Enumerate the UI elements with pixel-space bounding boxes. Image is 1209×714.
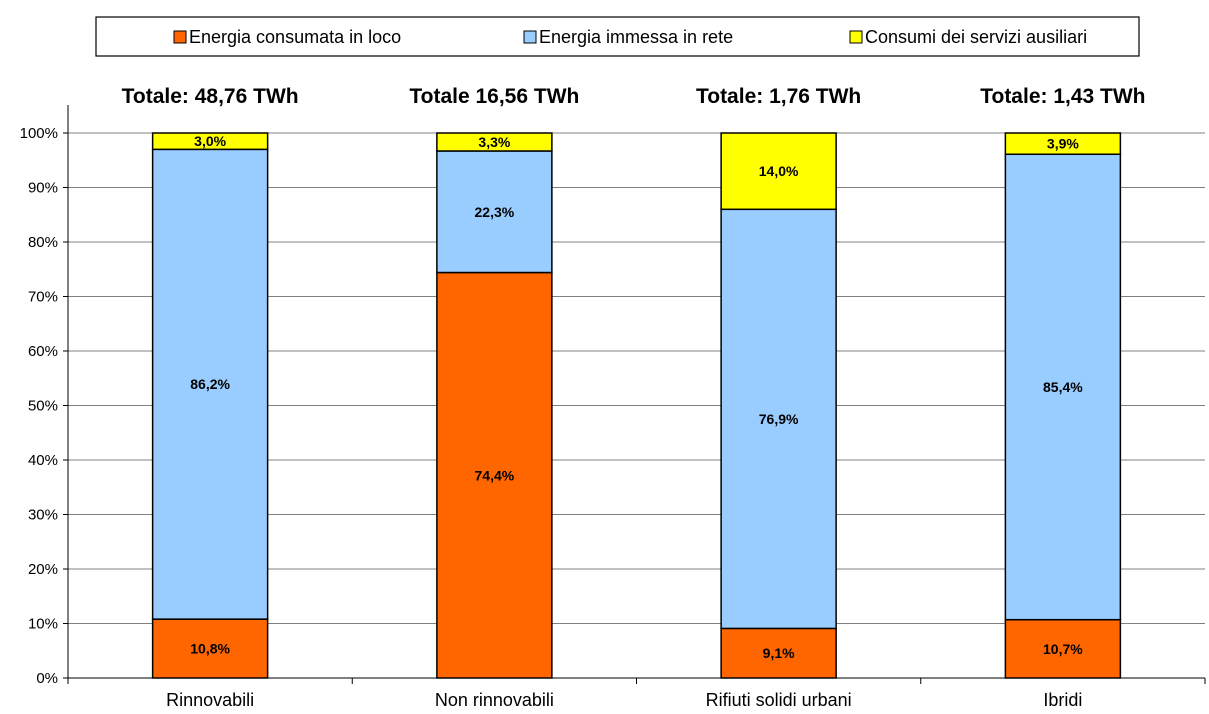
data-label: 14,0% [759, 163, 799, 179]
data-label: 10,8% [190, 641, 230, 657]
data-label: 74,4% [475, 467, 515, 483]
bar-segment [1004, 132, 1122, 156]
data-label: 76,9% [759, 411, 799, 427]
y-tick-label: 100% [20, 125, 58, 142]
y-tick-label: 30% [28, 507, 58, 524]
legend-swatch [849, 30, 863, 44]
category-total: Totale 16,56 TWh [409, 85, 579, 108]
x-category-label: Rifiuti solidi urbani [706, 690, 852, 710]
data-label: 22,3% [475, 204, 515, 220]
bar-segment [151, 132, 269, 151]
legend-box [95, 16, 1140, 57]
data-label: 3,9% [1047, 136, 1079, 152]
x-category-label: Ibridi [1043, 690, 1082, 710]
bar-segment [151, 618, 269, 679]
bar-segment [1004, 618, 1122, 679]
bar-segment [436, 271, 553, 679]
bar-segment [436, 132, 553, 152]
y-tick-label: 0% [36, 670, 58, 687]
bar-segment [720, 132, 837, 211]
legend-swatch [523, 30, 537, 44]
legend-swatch [173, 30, 187, 44]
y-tick-label: 70% [28, 289, 58, 306]
y-tick-label: 80% [28, 234, 58, 251]
y-tick-label: 50% [28, 398, 58, 415]
bar-segment [151, 148, 269, 620]
data-label: 3,3% [478, 134, 510, 150]
bar-segment [720, 208, 837, 630]
legend-entry: Consumi dei servizi ausiliari [865, 27, 1087, 47]
category-total: Totale: 1,43 TWh [980, 85, 1145, 108]
y-tick-label: 10% [28, 616, 58, 633]
legend: Energia consumata in loco Energia immessa… [95, 16, 1140, 57]
category-total: Totale: 1,76 TWh [696, 85, 861, 108]
y-tick-label: 90% [28, 180, 58, 197]
data-label: 85,4% [1043, 379, 1083, 395]
bar-segment [1004, 153, 1122, 621]
bar-segment [720, 627, 837, 679]
data-label: 10,7% [1043, 641, 1083, 657]
x-category-label: Non rinnovabili [435, 690, 554, 710]
totals-row: Totale: 48,76 TWh Totale 16,56 TWh Totale:… [122, 85, 1146, 108]
y-tick-label: 20% [28, 561, 58, 578]
data-label: 9,1% [763, 645, 795, 661]
data-label: 3,0% [194, 133, 226, 149]
x-category-label: Rinnovabili [166, 690, 254, 710]
y-tick-label: 40% [28, 452, 58, 469]
legend-entry: Energia immessa in rete [539, 27, 733, 47]
axes: 0% 10% 20% 30% 40% 50% 60% 70% 80% 90% 100% Rinnova… [20, 105, 1206, 710]
bars: 10,8% 86,2% 3,0% 74,4% 22,3% 3,3% 9,1% 76,9% 14,… [151, 132, 1122, 679]
legend-entry: Energia consumata in loco [189, 27, 401, 47]
y-tick-label: 60% [28, 343, 58, 360]
data-label: 86,2% [190, 376, 230, 392]
category-total: Totale: 48,76 TWh [122, 85, 299, 108]
